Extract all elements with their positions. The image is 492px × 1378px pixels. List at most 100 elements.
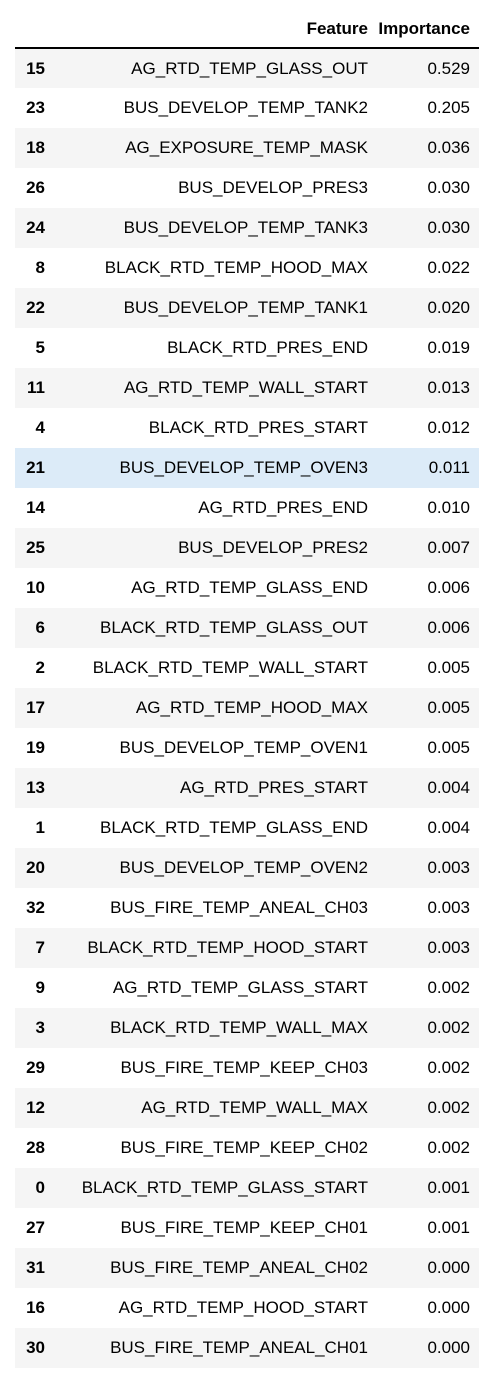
importance-cell: 0.002 [427,1098,470,1117]
table-row: 26 BUS_DEVELOP_PRES3 0.030 [15,168,479,208]
row-index: 7 [35,938,45,957]
feature-cell: AG_EXPOSURE_TEMP_MASK [125,138,368,157]
row-index: 25 [26,538,45,557]
importance-cell: 0.030 [427,178,470,197]
feature-cell: BUS_DEVELOP_TEMP_OVEN2 [119,858,368,877]
table-row: 30 BUS_FIRE_TEMP_ANEAL_CH01 0.000 [15,1328,479,1368]
table-row: 1 BLACK_RTD_TEMP_GLASS_END 0.004 [15,808,479,848]
table-row: 21 BUS_DEVELOP_TEMP_OVEN3 0.011 [15,448,479,488]
importance-column-header: Importance [378,18,470,38]
importance-cell: 0.006 [427,618,470,637]
row-index: 17 [26,698,45,717]
feature-cell: AG_RTD_TEMP_HOOD_MAX [135,698,368,717]
row-index: 9 [35,978,45,997]
row-index: 21 [26,458,45,477]
table-row: 19 BUS_DEVELOP_TEMP_OVEN1 0.005 [15,728,479,768]
row-index: 11 [27,378,45,397]
feature-cell: BLACK_RTD_PRES_START [148,418,368,437]
importance-cell: 0.002 [427,1138,470,1157]
table-row: 22 BUS_DEVELOP_TEMP_TANK1 0.020 [15,288,479,328]
row-index: 26 [26,178,45,197]
row-index: 29 [26,1058,45,1077]
feature-cell: BUS_DEVELOP_TEMP_TANK1 [123,298,368,317]
importance-cell: 0.003 [427,938,470,957]
feature-cell: AG_RTD_PRES_END [198,498,368,517]
table-row: 12 AG_RTD_TEMP_WALL_MAX 0.002 [15,1088,479,1128]
importance-cell: 0.019 [427,338,470,357]
row-index: 16 [26,1298,45,1317]
row-index: 14 [26,498,45,517]
table-row: 9 AG_RTD_TEMP_GLASS_START 0.002 [15,968,479,1008]
table-row: 3 BLACK_RTD_TEMP_WALL_MAX 0.002 [15,1008,479,1048]
table-row: 14 AG_RTD_PRES_END 0.010 [15,488,479,528]
importance-cell: 0.007 [427,538,470,557]
dataframe-output: Feature Importance 15 AG_RTD_TEMP_GLASS_O… [15,10,479,1368]
table-row: 24 BUS_DEVELOP_TEMP_TANK3 0.030 [15,208,479,248]
feature-cell: BLACK_RTD_TEMP_WALL_MAX [110,1018,368,1037]
row-index: 0 [35,1178,45,1197]
feature-cell: BUS_DEVELOP_PRES3 [178,178,368,197]
importance-cell: 0.022 [427,258,470,277]
table-row: 25 BUS_DEVELOP_PRES2 0.007 [15,528,479,568]
feature-cell: BLACK_RTD_TEMP_HOOD_MAX [104,258,368,277]
feature-cell: BLACK_RTD_TEMP_WALL_START [92,658,368,677]
row-index: 3 [35,1018,45,1037]
importance-cell: 0.020 [427,298,470,317]
feature-cell: BUS_DEVELOP_TEMP_OVEN1 [119,738,368,757]
feature-cell: BUS_FIRE_TEMP_KEEP_CH02 [120,1138,368,1157]
importance-cell: 0.012 [427,418,470,437]
feature-cell: BUS_FIRE_TEMP_ANEAL_CH02 [110,1258,368,1277]
feature-cell: BUS_FIRE_TEMP_KEEP_CH01 [120,1218,368,1237]
importance-cell: 0.000 [427,1338,470,1357]
table-row: 8 BLACK_RTD_TEMP_HOOD_MAX 0.022 [15,248,479,288]
feature-cell: BUS_DEVELOP_TEMP_TANK2 [123,98,368,117]
table-row: 11 AG_RTD_TEMP_WALL_START 0.013 [15,368,479,408]
table-row: 29 BUS_FIRE_TEMP_KEEP_CH03 0.002 [15,1048,479,1088]
importance-cell: 0.003 [427,898,470,917]
table-row: 7 BLACK_RTD_TEMP_HOOD_START 0.003 [15,928,479,968]
importance-cell: 0.013 [427,378,470,397]
importance-cell: 0.529 [427,58,470,78]
importance-cell: 0.205 [427,98,470,117]
feature-cell: AG_RTD_PRES_START [179,778,368,797]
feature-cell: BUS_DEVELOP_TEMP_TANK3 [123,218,368,237]
row-index: 10 [26,578,45,597]
feature-cell: AG_RTD_TEMP_GLASS_START [112,978,368,997]
row-index: 15 [26,58,45,78]
table-row: 10 AG_RTD_TEMP_GLASS_END 0.006 [15,568,479,608]
feature-cell: BUS_FIRE_TEMP_ANEAL_CH03 [110,898,368,917]
feature-cell: BUS_DEVELOP_PRES2 [178,538,368,557]
row-index: 2 [35,658,45,677]
row-index: 4 [35,418,45,437]
feature-cell: BUS_FIRE_TEMP_KEEP_CH03 [120,1058,368,1077]
importance-cell: 0.000 [427,1258,470,1277]
row-index: 13 [26,778,45,797]
importance-cell: 0.001 [427,1218,470,1237]
table-row: 0 BLACK_RTD_TEMP_GLASS_START 0.001 [15,1168,479,1208]
table-row: 6 BLACK_RTD_TEMP_GLASS_OUT 0.006 [15,608,479,648]
feature-cell: AG_RTD_TEMP_GLASS_END [131,578,368,597]
table-row: 4 BLACK_RTD_PRES_START 0.012 [15,408,479,448]
importance-cell: 0.005 [427,738,470,757]
row-index: 23 [26,98,45,117]
table-row: 13 AG_RTD_PRES_START 0.004 [15,768,479,808]
row-index: 31 [26,1258,45,1277]
row-index: 32 [26,898,45,917]
table-row: 28 BUS_FIRE_TEMP_KEEP_CH02 0.002 [15,1128,479,1168]
row-index: 5 [35,338,45,357]
importance-cell: 0.002 [427,1018,470,1037]
row-index: 20 [26,858,45,877]
table-row: 17 AG_RTD_TEMP_HOOD_MAX 0.005 [15,688,479,728]
importance-cell: 0.004 [427,778,470,797]
importance-cell: 0.011 [428,458,470,477]
feature-cell: AG_RTD_TEMP_HOOD_START [118,1298,368,1317]
row-index: 8 [35,258,45,277]
importance-cell: 0.002 [427,978,470,997]
feature-cell: BUS_FIRE_TEMP_ANEAL_CH01 [110,1338,368,1357]
row-index: 12 [26,1098,45,1117]
table-row: 18 AG_EXPOSURE_TEMP_MASK 0.036 [15,128,479,168]
table-row: 15 AG_RTD_TEMP_GLASS_OUT 0.529 [15,48,479,88]
feature-importance-table: Feature Importance 15 AG_RTD_TEMP_GLASS_O… [15,10,479,1368]
table-header: Feature Importance [15,10,479,48]
row-index: 22 [26,298,45,317]
